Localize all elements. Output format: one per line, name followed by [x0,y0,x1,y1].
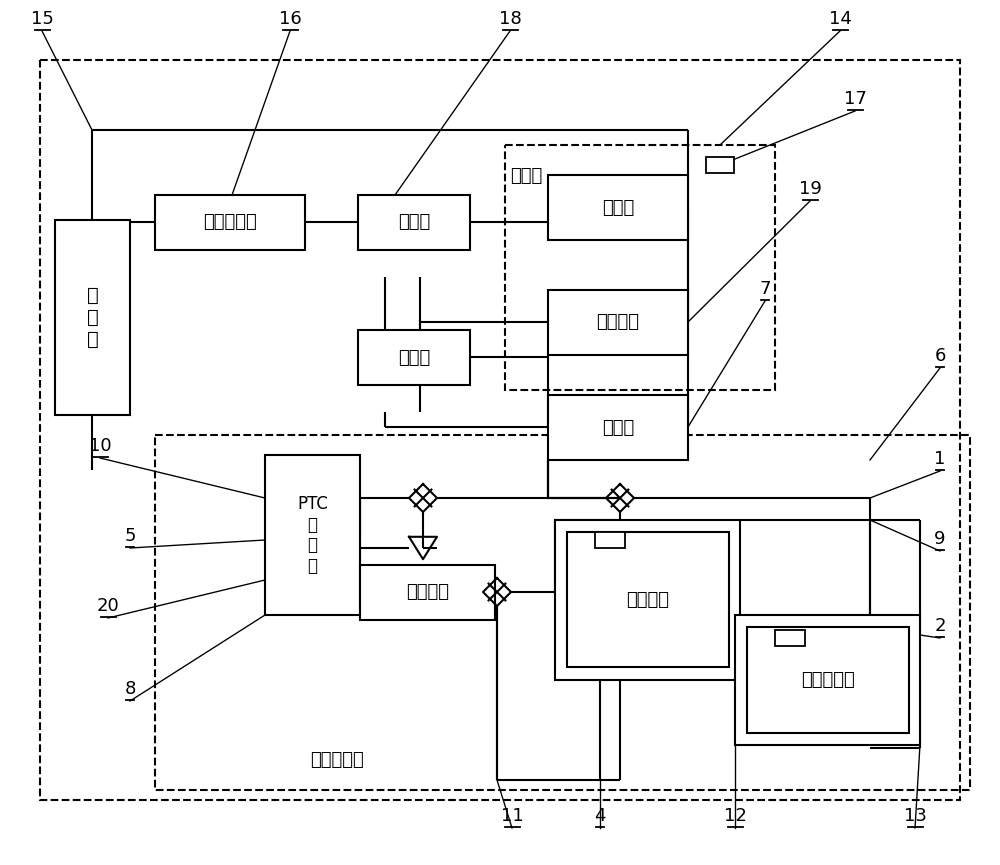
Bar [706,157,734,173]
Text: 暖通芯体: 暖通芯体 [596,313,640,331]
Bar [735,615,920,745]
Bar [358,195,470,250]
Bar [55,220,130,415]
Bar [358,330,470,385]
Text: 13: 13 [904,807,926,825]
Bar [505,145,775,390]
Text: 20: 20 [97,597,119,615]
Text: 4: 4 [594,807,606,825]
Text: 膨胀阀: 膨胀阀 [398,214,430,232]
Text: 11: 11 [501,807,523,825]
Text: 动力设备舱: 动力设备舱 [310,751,364,769]
Bar [747,627,909,733]
Text: PTC
加
热
器: PTC 加 热 器 [297,495,328,575]
Text: 12: 12 [724,807,746,825]
Text: 冷却器: 冷却器 [602,419,634,437]
Text: 8: 8 [124,680,136,698]
Bar [595,532,625,548]
Text: 膨胀阀: 膨胀阀 [398,349,430,367]
Text: 电动压缩机: 电动压缩机 [203,214,257,232]
Bar [548,175,688,240]
Text: 6: 6 [934,347,946,365]
Text: 10: 10 [89,437,111,455]
Text: 16: 16 [279,10,301,28]
Text: 14: 14 [829,10,851,28]
Bar [775,630,805,646]
Text: 乘员舱: 乘员舱 [510,167,542,185]
Bar [548,290,688,355]
Bar [40,60,960,800]
Text: 5: 5 [124,527,136,545]
Text: 蒸发器: 蒸发器 [602,198,634,216]
Bar [265,455,360,615]
Text: 18: 18 [499,10,521,28]
Bar [155,435,970,790]
Bar [360,565,495,620]
Text: 15: 15 [31,10,53,28]
Text: 17: 17 [844,90,866,108]
Bar [567,532,729,667]
Text: 冷
凝
器: 冷 凝 器 [87,286,98,349]
Text: 9: 9 [934,530,946,548]
Text: 7: 7 [759,280,771,298]
Bar [548,395,688,460]
Text: 发动机总成: 发动机总成 [801,671,854,689]
Text: 1: 1 [934,450,946,468]
Bar [155,195,305,250]
Text: 19: 19 [799,180,821,198]
Text: 动力电池: 动力电池 [626,591,669,609]
Text: 电动水泵: 电动水泵 [406,584,449,601]
Bar [555,520,740,680]
Text: 2: 2 [934,617,946,635]
